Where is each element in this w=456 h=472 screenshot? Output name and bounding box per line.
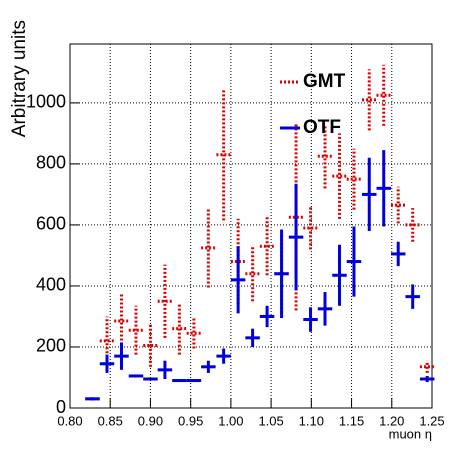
y-tick-label: 1000 — [26, 92, 66, 112]
y-tick-label: 0 — [56, 397, 66, 417]
y-tick-label: 800 — [36, 153, 66, 173]
x-tick-label: 0.80 — [57, 413, 82, 428]
x-tick-label: 1.00 — [218, 413, 243, 428]
x-tick-label: 1.20 — [379, 413, 404, 428]
legend-label: GMT — [303, 71, 346, 92]
y-tick-label: 200 — [36, 336, 66, 356]
y-axis-label: Arbitrary units — [9, 20, 30, 137]
y-tick-label: 400 — [36, 275, 66, 295]
x-tick-label: 0.90 — [138, 413, 163, 428]
plot-frame — [69, 43, 433, 409]
legend-label: OTF — [303, 117, 341, 138]
x-tick-label: 1.10 — [299, 413, 324, 428]
x-tick-label: 1.05 — [258, 413, 283, 428]
x-tick-label: 0.85 — [98, 413, 123, 428]
y-tick-label: 600 — [36, 214, 66, 234]
x-axis-label: muon η — [389, 426, 432, 441]
x-tick-label: 0.95 — [178, 413, 203, 428]
x-tick-label: 1.15 — [339, 413, 364, 428]
x-tick-label: 1.25 — [419, 413, 444, 428]
